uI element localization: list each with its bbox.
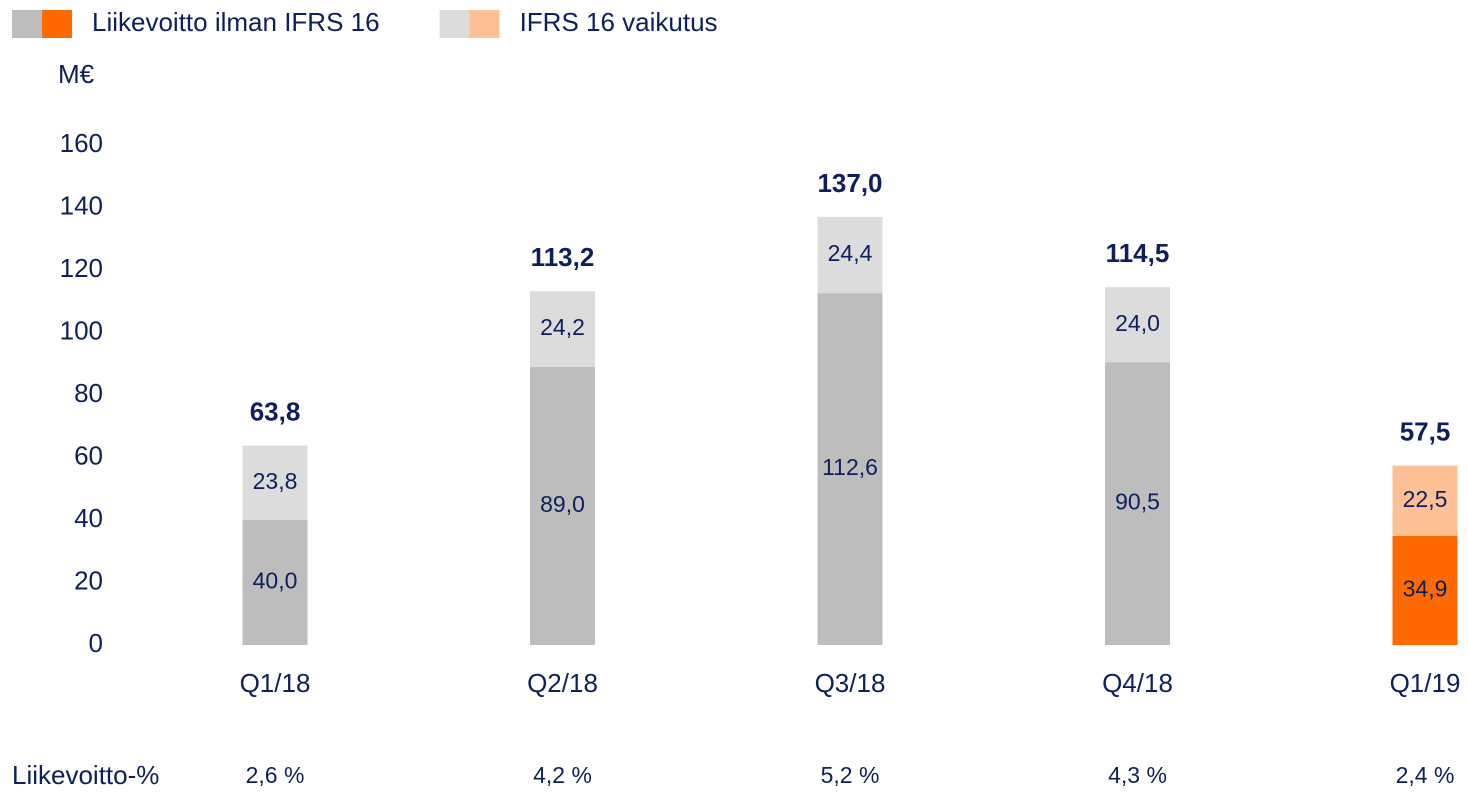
data-label: 23,8 xyxy=(253,468,298,494)
margin-value: 4,3 % xyxy=(1108,762,1167,788)
bar-segment xyxy=(817,293,883,645)
y-tick-label: 120 xyxy=(60,253,103,283)
data-label: 24,0 xyxy=(1115,310,1160,336)
x-tick-label: Q2/18 xyxy=(527,668,598,698)
bar-segment xyxy=(242,445,308,520)
legend-swatch xyxy=(12,10,42,38)
x-tick-label: Q4/18 xyxy=(1102,668,1173,698)
legend-swatch xyxy=(439,10,470,38)
y-tick-label: 20 xyxy=(74,565,103,595)
total-label: 57,5 xyxy=(1400,417,1451,447)
total-label: 63,8 xyxy=(250,397,301,427)
legend-swatch xyxy=(469,10,500,38)
data-label: 22,5 xyxy=(1403,486,1448,512)
total-label: 114,5 xyxy=(1106,238,1170,268)
bar-segment xyxy=(1105,287,1170,363)
total-label: 113,2 xyxy=(531,242,595,272)
bar-segment xyxy=(1105,362,1170,645)
x-tick-label: Q3/18 xyxy=(815,668,886,698)
margin-row-label: Liikevoitto-% xyxy=(12,760,159,790)
data-label: 90,5 xyxy=(1115,489,1160,515)
data-label: 89,0 xyxy=(540,491,585,517)
y-axis-label: M€ xyxy=(58,59,95,89)
margin-value: 2,6 % xyxy=(246,762,305,788)
y-tick-label: 40 xyxy=(74,503,103,533)
margin-value: 4,2 % xyxy=(533,762,592,788)
bar-segment xyxy=(242,520,308,645)
bar-segment xyxy=(530,291,595,367)
y-tick-label: 80 xyxy=(74,378,103,408)
margin-value: 2,4 % xyxy=(1396,762,1455,788)
legend-label: Liikevoitto ilman IFRS 16 xyxy=(92,7,380,37)
data-label: 34,9 xyxy=(1403,576,1448,602)
margin-value: 5,2 % xyxy=(821,762,880,788)
legend-swatch xyxy=(42,10,72,38)
x-tick-label: Q1/18 xyxy=(240,668,311,698)
y-tick-label: 60 xyxy=(74,440,103,470)
y-tick-label: 100 xyxy=(60,315,103,345)
bar-segment xyxy=(1392,465,1458,536)
data-label: 24,2 xyxy=(540,314,585,340)
y-tick-label: 140 xyxy=(60,190,103,220)
bar-segment xyxy=(817,216,883,294)
data-label: 24,4 xyxy=(828,240,873,266)
bar-segment xyxy=(1392,535,1458,645)
x-tick-label: Q1/19 xyxy=(1390,668,1461,698)
y-tick-label: 160 xyxy=(60,128,103,158)
data-label: 112,6 xyxy=(822,454,878,480)
total-label: 137,0 xyxy=(817,168,882,198)
legend-label: IFRS 16 vaikutus xyxy=(520,7,718,37)
y-tick-label: 0 xyxy=(89,628,103,658)
data-label: 40,0 xyxy=(253,568,298,594)
bar-segment xyxy=(530,366,595,645)
